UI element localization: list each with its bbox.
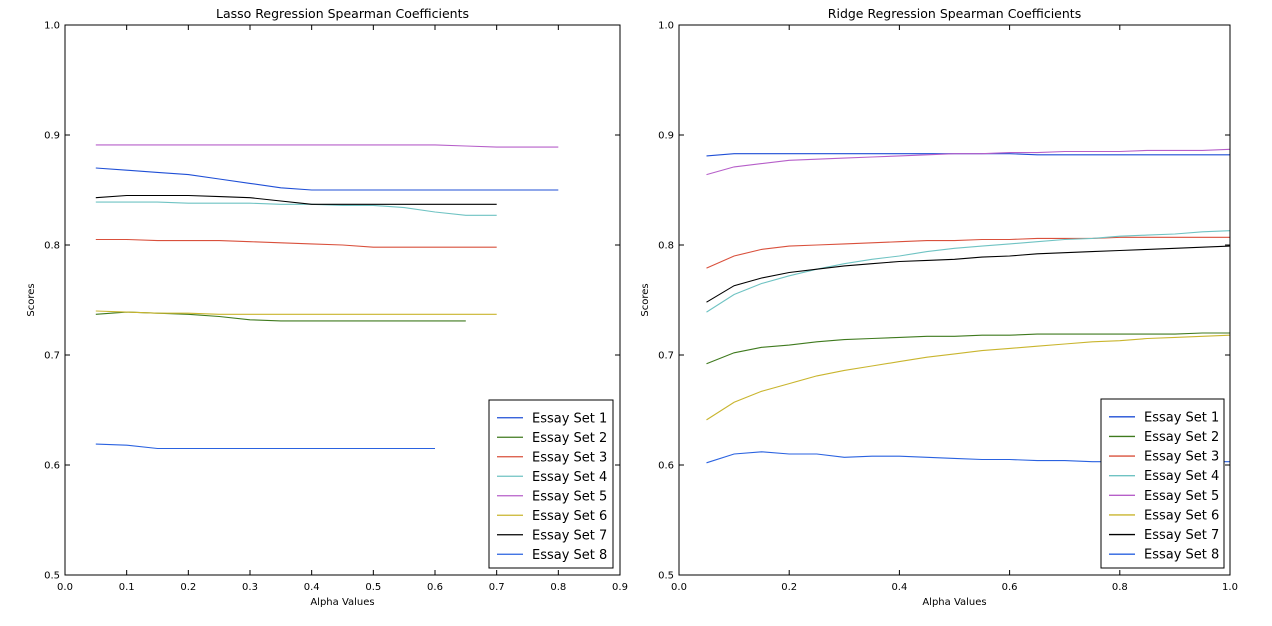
lasso-y-tick-label: 0.8 [44, 241, 60, 252]
lasso-y-tick-label: 1.0 [44, 21, 60, 32]
ridge-legend-label: Essay Set 1 [1144, 410, 1219, 425]
lasso-chart: Lasso Regression Spearman Coefficients 0.… [26, 6, 628, 608]
ridge-legend-label: Essay Set 6 [1144, 508, 1219, 523]
lasso-legend-label: Essay Set 8 [532, 548, 607, 563]
lasso-legend-label: Essay Set 7 [532, 528, 607, 543]
ridge-series-line-5 [706, 148, 1231, 176]
lasso-legend-label: Essay Set 2 [532, 431, 607, 446]
lasso-y-tick-label: 0.5 [44, 571, 60, 582]
ridge-legend-label: Essay Set 4 [1144, 469, 1219, 484]
lasso-legend: Essay Set 1 Essay Set 2 Essay Set 3 Essay S… [488, 399, 614, 569]
ridge-y-tick-label: 0.8 [658, 241, 674, 252]
lasso-x-tick-label: 0.9 [612, 582, 628, 593]
lasso-series-line-1 [95, 167, 559, 191]
lasso-legend-label: Essay Set 3 [532, 450, 607, 465]
ridge-y-tick-label: 0.6 [658, 461, 674, 472]
lasso-x-tick-label: 0.4 [304, 582, 320, 593]
lasso-series-line-6 [95, 310, 497, 315]
ridge-series-line-2 [706, 332, 1230, 365]
ridge-legend-label: Essay Set 2 [1144, 430, 1219, 445]
lasso-y-axis-label: Scores [26, 283, 37, 316]
ridge-x-tick-label: 1.0 [1222, 582, 1238, 593]
lasso-x-tick-label: 0.1 [119, 582, 135, 593]
ridge-y-tick-label: 0.9 [658, 131, 674, 142]
lasso-series-line-4 [95, 201, 497, 216]
ridge-x-axis-label: Alpha Values [922, 597, 986, 608]
ridge-y-tick-label: 0.5 [658, 571, 674, 582]
lasso-series-line-5 [95, 144, 559, 148]
lasso-legend-box [488, 399, 614, 569]
lasso-plot-frame [64, 24, 621, 576]
ridge-series-line-4 [706, 230, 1231, 313]
lasso-x-tick-label: 0.6 [427, 582, 443, 593]
lasso-y-tick-label: 0.6 [44, 461, 60, 472]
lasso-x-tick-label: 0.8 [550, 582, 566, 593]
lasso-legend-label: Essay Set 4 [532, 470, 607, 485]
ridge-x-tick-label: 0.0 [671, 582, 687, 593]
lasso-legend-label: Essay Set 6 [532, 509, 607, 524]
ridge-chart: Ridge Regression Spearman Coefficients 0.… [640, 6, 1238, 608]
lasso-x-tick-label: 0.5 [365, 582, 381, 593]
ridge-legend: Essay Set 1 Essay Set 2 Essay Set 3 Essay S… [1100, 398, 1225, 569]
lasso-series-line-3 [95, 238, 497, 248]
lasso-series-line-8 [95, 443, 435, 450]
ridge-legend-label: Essay Set 7 [1144, 528, 1219, 543]
lasso-x-tick-label: 0.7 [489, 582, 505, 593]
ridge-series-line-6 [706, 334, 1231, 421]
ridge-x-tick-label: 0.4 [891, 582, 907, 593]
ridge-x-tick-label: 0.6 [1002, 582, 1018, 593]
lasso-x-axis-label: Alpha Values [310, 597, 374, 608]
ridge-y-tick-label: 0.7 [658, 351, 674, 362]
ridge-y-tick-label: 1.0 [658, 21, 674, 32]
lasso-legend-label: Essay Set 1 [532, 411, 607, 426]
lasso-x-tick-label: 0.0 [57, 582, 73, 593]
ridge-legend-label: Essay Set 5 [1144, 489, 1219, 504]
lasso-x-tick-label: 0.3 [242, 582, 258, 593]
lasso-y-tick-label: 0.7 [44, 351, 60, 362]
ridge-title: Ridge Regression Spearman Coefficients [828, 6, 1081, 21]
ridge-legend-box [1100, 398, 1225, 569]
lasso-title: Lasso Regression Spearman Coefficients [216, 6, 469, 21]
ridge-x-tick-label: 0.2 [781, 582, 797, 593]
ridge-legend-label: Essay Set 8 [1144, 548, 1219, 563]
ridge-series-line-3 [706, 236, 1230, 269]
ridge-plot-frame [678, 24, 1231, 576]
ridge-y-axis-label: Scores [640, 283, 651, 316]
lasso-y-tick-label: 0.9 [44, 131, 60, 142]
lasso-series-line-7 [95, 194, 497, 205]
ridge-x-tick-label: 0.8 [1112, 582, 1128, 593]
lasso-x-tick-label: 0.2 [180, 582, 196, 593]
lasso-legend-label: Essay Set 5 [532, 489, 607, 504]
ridge-series-line-7 [706, 245, 1231, 303]
ridge-legend-label: Essay Set 3 [1144, 450, 1219, 465]
